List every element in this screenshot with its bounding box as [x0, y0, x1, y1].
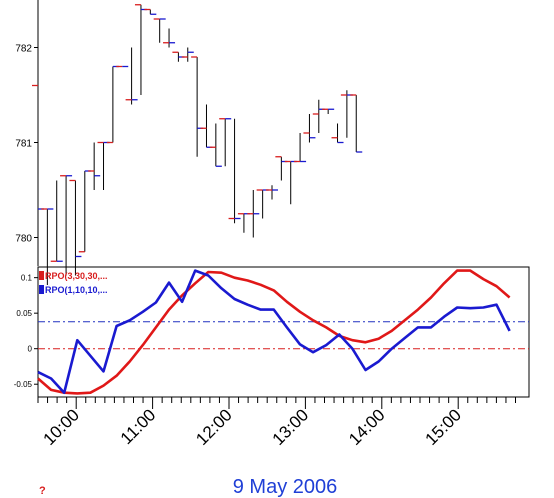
price-tick-label: 781 — [15, 139, 32, 150]
price-bar — [60, 175, 73, 276]
price-bar — [275, 156, 288, 181]
price-bar — [266, 185, 278, 200]
price-bar — [303, 114, 316, 143]
price-bar — [247, 190, 260, 238]
price-bar — [312, 99, 325, 133]
price-bar — [191, 56, 204, 157]
legend-label-rpo-1: RPO(1,10,10,... — [45, 285, 108, 295]
price-bar — [181, 47, 194, 62]
price-tick-label: 782 — [15, 44, 32, 55]
price-bar — [350, 94, 363, 153]
price-bar — [125, 47, 138, 105]
price-bar — [228, 118, 241, 224]
price-bar — [322, 108, 335, 114]
legend-swatch-rpo-3 — [39, 271, 44, 280]
price-bar — [294, 133, 307, 163]
time-tick-label: 13:00 — [269, 405, 313, 449]
price-bar — [78, 170, 91, 253]
time-tick-label: 12:00 — [192, 405, 236, 449]
price-bar — [209, 123, 222, 167]
time-axis: 10:00 11:00 12:00 13:00 14:00 15:00 — [37, 397, 516, 449]
time-tick-label: 11:00 — [117, 405, 160, 448]
oscillator-panel: -0.05 0 0.05 0.1 — [14, 266, 530, 398]
price-bar — [50, 180, 63, 262]
time-tick-label: 14:00 — [345, 405, 389, 449]
price-bar — [219, 118, 232, 167]
price-bar — [144, 8, 157, 15]
legend-label-rpo-3: RPO(3,30,30,... — [45, 271, 108, 281]
price-bar — [163, 28, 176, 48]
time-tick-label: 10:00 — [40, 405, 84, 449]
price-bar — [88, 142, 101, 190]
price-tick-label: 780 — [15, 234, 32, 245]
chart-date: 9 May 2006 — [233, 476, 338, 498]
series-line-rpo-1 — [37, 269, 511, 395]
osc-tick-label: 0 — [28, 345, 33, 354]
legend: RPO(3,30,30,... RPO(1,10,10,... — [39, 271, 108, 295]
price-bar — [237, 213, 250, 233]
price-bar — [200, 104, 213, 148]
price-bar — [134, 4, 147, 95]
price-bar — [153, 18, 166, 43]
osc-tick-label: 0.05 — [16, 309, 32, 318]
osc-tick-label: 0.1 — [21, 274, 33, 283]
price-bar — [69, 179, 82, 276]
price-bar — [97, 141, 110, 190]
price-bar — [284, 160, 297, 205]
series-line-rpo-3 — [37, 269, 511, 395]
price-bar — [41, 208, 54, 285]
time-tick-label: 15:00 — [422, 405, 466, 449]
price-bar — [340, 90, 353, 138]
osc-tick-label: -0.05 — [14, 380, 33, 389]
price-bar — [331, 123, 344, 144]
legend-swatch-rpo-1 — [39, 285, 44, 294]
price-bar — [106, 65, 119, 144]
oscillator-frame — [37, 266, 530, 398]
price-bar — [32, 84, 44, 266]
price-panel: 780 781 782 — [15, 0, 363, 285]
corner-question-mark: ? — [39, 485, 46, 497]
